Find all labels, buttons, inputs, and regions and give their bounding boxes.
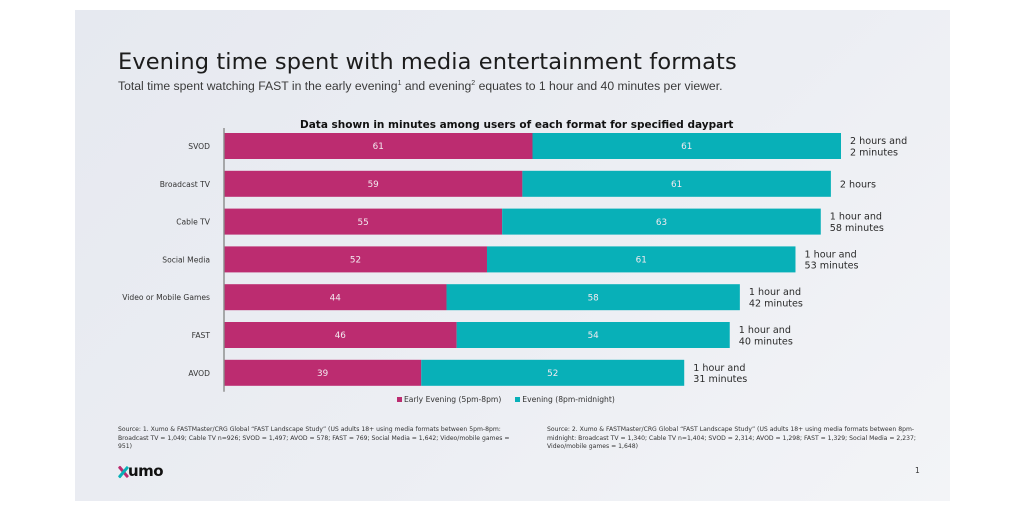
category-label-avod: AVOD xyxy=(188,369,210,378)
footnote-ref-2: 2 xyxy=(471,79,476,87)
xumo-logo: umo xyxy=(117,462,164,480)
subtitle-text-2: and evening xyxy=(401,79,472,93)
value-label-early-evening-svod: 61 xyxy=(373,142,384,152)
category-label-fast: FAST xyxy=(192,331,211,340)
bar-evening-cable-tv xyxy=(502,208,821,235)
bar-evening-video-or-mobile-games xyxy=(446,284,740,311)
slide-title: Evening time spent with media entertainm… xyxy=(118,49,737,75)
legend-swatch-early-evening xyxy=(397,397,402,402)
bar-early-evening-social-media xyxy=(224,246,487,273)
legend-item-early-evening: Early Evening (5pm-8pm) xyxy=(397,395,501,404)
source-note-2: Source: 2. Xumo & FASTMaster/CRG Global … xyxy=(547,426,916,451)
footnote-ref-1: 1 xyxy=(397,79,402,87)
bar-early-evening-broadcast-tv xyxy=(224,170,523,197)
legend-swatch-evening xyxy=(515,397,521,402)
legend-item-evening: Evening (8pm-midnight) xyxy=(515,395,615,404)
value-label-evening-svod: 61 xyxy=(681,142,692,152)
total-label-avod-line-1: 1 hour and xyxy=(693,363,745,374)
category-label-video-or-mobile-games: Video or Mobile Games xyxy=(122,293,210,302)
logo-text: umo xyxy=(128,462,164,480)
value-label-early-evening-avod: 39 xyxy=(317,369,328,379)
legend-label-evening: Evening (8pm-midnight) xyxy=(522,395,615,404)
bar-early-evening-cable-tv xyxy=(224,208,503,235)
chart-legend: Early Evening (5pm-8pm) Evening (8pm-mid… xyxy=(397,395,615,404)
chart-title: Data shown in minutes among users of eac… xyxy=(300,119,734,131)
category-label-social-media: Social Media xyxy=(162,255,210,264)
category-label-svod: SVOD xyxy=(188,142,210,151)
value-label-evening-social-media: 61 xyxy=(636,256,647,266)
bar-early-evening-svod xyxy=(224,133,533,159)
total-label-fast-line-2: 40 minutes xyxy=(739,336,793,347)
bar-evening-avod xyxy=(421,359,685,386)
value-label-evening-video-or-mobile-games: 58 xyxy=(588,293,599,303)
total-label-svod-line-2: 2 minutes xyxy=(850,147,898,158)
value-label-early-evening-cable-tv: 55 xyxy=(357,218,368,228)
bar-early-evening-avod xyxy=(224,359,422,386)
bar-evening-fast xyxy=(456,322,730,348)
category-label-broadcast-tv: Broadcast TV xyxy=(160,180,211,189)
value-label-evening-broadcast-tv: 61 xyxy=(671,180,682,190)
source-note-1: Source: 1. Xumo & FASTMaster/CRG Global … xyxy=(118,426,510,451)
total-label-fast-line-1: 1 hour and xyxy=(739,325,791,336)
total-label-social-media-line-2: 53 minutes xyxy=(804,261,858,272)
value-label-early-evening-broadcast-tv: 59 xyxy=(368,180,379,190)
slide-subtitle: Total time spent watching FAST in the ea… xyxy=(118,79,722,93)
total-label-social-media-line-1: 1 hour and xyxy=(804,249,856,260)
value-label-evening-cable-tv: 63 xyxy=(656,218,667,228)
bar-evening-svod xyxy=(532,133,841,159)
total-label-cable-tv-line-1: 1 hour and xyxy=(830,212,882,223)
legend-label-early-evening: Early Evening (5pm-8pm) xyxy=(404,395,502,404)
page-number: 1 xyxy=(915,466,920,475)
category-label-cable-tv: Cable TV xyxy=(176,218,211,227)
subtitle-text-3: equates to 1 hour and 40 minutes per vie… xyxy=(475,79,723,93)
total-label-video-or-mobile-games-line-2: 42 minutes xyxy=(749,299,803,310)
subtitle-text-1: Total time spent watching FAST in the ea… xyxy=(118,79,398,93)
total-label-broadcast-tv: 2 hours xyxy=(840,179,876,190)
bar-early-evening-fast xyxy=(224,322,457,348)
bar-evening-social-media xyxy=(486,246,796,273)
value-label-early-evening-social-media: 52 xyxy=(350,256,361,266)
value-label-evening-fast: 54 xyxy=(588,331,600,341)
total-label-video-or-mobile-games-line-1: 1 hour and xyxy=(749,287,801,298)
bar-early-evening-video-or-mobile-games xyxy=(224,284,447,311)
bar-evening-broadcast-tv xyxy=(522,170,831,197)
logo-x-mark-icon xyxy=(117,465,129,479)
value-label-early-evening-fast: 46 xyxy=(335,331,347,341)
total-label-svod-line-1: 2 hours and xyxy=(850,136,907,147)
value-label-early-evening-video-or-mobile-games: 44 xyxy=(330,293,342,303)
total-label-avod-line-2: 31 minutes xyxy=(693,374,747,385)
value-label-evening-avod: 52 xyxy=(547,369,558,379)
total-label-cable-tv-line-2: 58 minutes xyxy=(830,223,884,234)
